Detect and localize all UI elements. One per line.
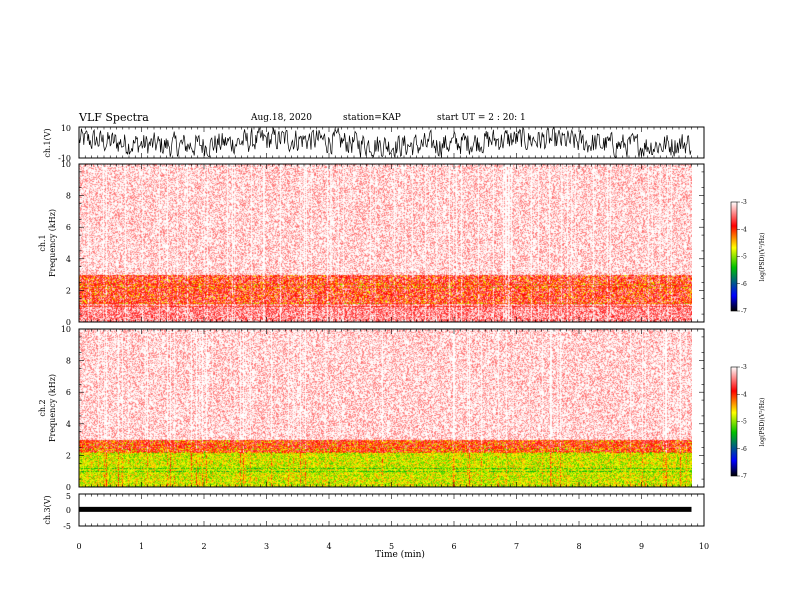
colorbar-tick-label: -3 xyxy=(741,364,747,371)
chart-title: VLF Spectra xyxy=(79,111,149,124)
y-tick-label: 0 xyxy=(66,318,71,327)
x-tick-label: 0 xyxy=(76,542,81,551)
ch2-spectrogram-ylabel-channel: ch.2 xyxy=(38,399,47,416)
ch3-ytick-bottom: -5 xyxy=(63,522,71,531)
ch1-waveform-ylabel: ch.1(V) xyxy=(43,128,52,157)
x-tick-label: 8 xyxy=(576,542,581,551)
ch2-spectrogram-ylabel: Frequency (kHz) xyxy=(48,374,57,442)
ch1-colorbar-gradient xyxy=(730,201,738,312)
x-tick-label: 7 xyxy=(514,542,519,551)
y-tick-label: 10 xyxy=(61,325,71,334)
x-tick-label: 10 xyxy=(699,542,709,551)
ch1-ytick-top: 10 xyxy=(61,124,71,133)
colorbar-tick-label: -5 xyxy=(741,419,747,426)
x-tick-label: 6 xyxy=(451,542,456,551)
ch3-ytick-top: 5 xyxy=(66,492,71,501)
y-tick-label: 2 xyxy=(66,451,71,460)
header-start-time: start UT = 2 : 20: 1 xyxy=(437,113,526,123)
colorbar-tick-label: -6 xyxy=(741,446,747,453)
colorbar-tick-label: -5 xyxy=(741,254,747,261)
ch3-ytick-mid: 0 xyxy=(66,506,71,515)
ch2-spectrogram-panel: 0 2 4 6 8 10 ch.2 Frequency (kHz) -3 -4 -5 -6 -7 … xyxy=(38,325,766,492)
ch1-spectrogram-ylabel-channel: ch.1 xyxy=(38,234,47,251)
ch1-waveform-panel: 10 -10 ch.1(V) xyxy=(43,124,705,163)
spectrogram-heatmap xyxy=(79,329,692,487)
y-tick-label: 8 xyxy=(66,192,71,201)
header-date: Aug.18, 2020 xyxy=(251,113,312,123)
x-tick-label: 1 xyxy=(139,542,144,551)
y-tick-label: 8 xyxy=(66,357,71,366)
y-tick-label: 2 xyxy=(66,286,71,295)
ch1-colorbar-label: log(PSD)(V²/Hz) xyxy=(759,233,766,282)
ch1-colorbar: -3 -4 -5 -6 -7 log(PSD)(V²/Hz) xyxy=(730,199,766,315)
colorbar-tick-label: -3 xyxy=(741,199,747,206)
colorbar-tick-label: -4 xyxy=(741,226,747,233)
header-station: station=KAP xyxy=(343,113,401,123)
colorbar-tick-label: -7 xyxy=(741,308,747,315)
ch1-waveform-trace xyxy=(79,127,692,158)
y-tick-label: 6 xyxy=(66,388,71,397)
ch1-spectrogram-ylabel: Frequency (kHz) xyxy=(48,209,57,277)
x-axis-label: Time (min) xyxy=(375,549,425,560)
y-tick-label: 4 xyxy=(66,255,71,264)
ch2-colorbar-gradient xyxy=(730,366,738,477)
y-tick-label: 0 xyxy=(66,483,71,492)
ch3-waveform-trace xyxy=(79,506,692,512)
spectrogram-heatmap xyxy=(79,164,692,322)
x-tick-label: 9 xyxy=(639,542,644,551)
x-tick-label: 3 xyxy=(264,542,269,551)
ch1-ytick-bottom: -10 xyxy=(58,154,71,163)
ch3-waveform-panel: 5 0 -5 ch.3(V) xyxy=(43,492,705,531)
colorbar-tick-label: -7 xyxy=(741,473,747,480)
y-tick-label: 4 xyxy=(66,420,71,429)
x-tick-label: 2 xyxy=(201,542,206,551)
y-tick-label: 10 xyxy=(61,160,71,169)
ch2-colorbar: -3 -4 -5 -6 -7 log(PSD)(V²/Hz) xyxy=(730,364,766,480)
x-tick-label: 5 xyxy=(389,542,394,551)
y-tick-label: 6 xyxy=(66,223,71,232)
ch1-spectrogram-panel: 0 2 4 6 8 10 ch.1 Frequency (kHz) -3 -4 -5 -6 -7 … xyxy=(38,160,766,327)
x-tick-label: 4 xyxy=(326,542,331,551)
ch2-colorbar-label: log(PSD)(V²/Hz) xyxy=(759,398,766,447)
ch3-waveform-ylabel: ch.3(V) xyxy=(43,495,52,524)
colorbar-tick-label: -4 xyxy=(741,391,747,398)
colorbar-tick-label: -6 xyxy=(741,281,747,288)
